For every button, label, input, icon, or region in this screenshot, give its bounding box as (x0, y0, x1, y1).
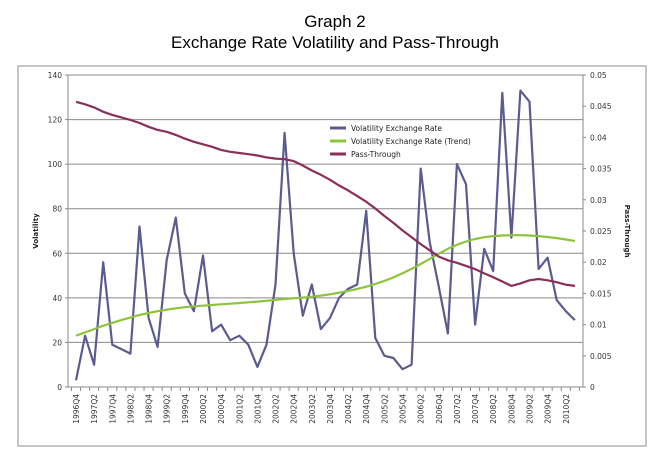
y-tick-label: 120 (48, 116, 63, 125)
grid-lines (68, 74, 583, 343)
x-tick-label: 1997Q4 (108, 394, 117, 424)
x-tick-label: 2006Q4 (435, 394, 444, 424)
x-tick-label: 2002Q2 (272, 394, 281, 424)
y-tick-label: 140 (48, 71, 63, 80)
x-tick-label: 2005Q4 (399, 394, 408, 424)
y2-tick-label: 0.045 (590, 102, 612, 111)
x-tick-label: 2010Q2 (562, 394, 571, 424)
legend: Volatility Exchange Rate Volatility Excha… (330, 124, 471, 159)
x-tick-label: 1998Q2 (126, 394, 135, 424)
x-tick-label: 2009Q2 (526, 394, 535, 424)
x-tick-label: 2000Q2 (199, 394, 208, 424)
y-tick-label: 100 (48, 160, 63, 169)
x-tick-label: 2002Q4 (290, 394, 299, 424)
chart-title: Graph 2 (304, 12, 366, 31)
y2-tick-label: 0.02 (590, 258, 607, 267)
x-tick-label: 2008Q2 (489, 394, 498, 424)
x-tick-label: 2007Q2 (453, 394, 462, 424)
legend-label: Pass-Through (351, 150, 401, 159)
x-tick-label: 1999Q4 (181, 394, 190, 424)
series-line-2 (75, 234, 576, 337)
y-tick-label: 0 (57, 383, 62, 392)
y-axis-label: Volatility (32, 213, 40, 249)
series-line-3 (75, 100, 576, 287)
y2-tick-label: 0.015 (590, 289, 612, 298)
y2-tick-label: 0.01 (590, 321, 607, 330)
x-tick-label: 2007Q4 (471, 394, 480, 424)
y2-tick-label: 0.035 (590, 165, 612, 174)
x-tick-label: 2001Q2 (235, 394, 244, 424)
x-tick-label: 2003Q4 (326, 394, 335, 424)
x-tick-label: 1998Q4 (145, 394, 154, 424)
y2-tick-label: 0.03 (590, 196, 607, 205)
x-tick-label: 2009Q4 (544, 394, 553, 424)
chart-subtitle: Exchange Rate Volatility and Pass-Throug… (171, 33, 499, 52)
y2-tick-label: 0.025 (590, 227, 612, 236)
y-tick-label: 60 (52, 249, 62, 258)
y2-tick-label: 0 (590, 383, 595, 392)
x-tick-label: 2005Q2 (380, 394, 389, 424)
x-axis-ticks: 1996Q4 1997Q2 1997Q4 1998Q2 1998Q4 1999Q2 1999… (70, 387, 580, 424)
y2-tick-label: 0.04 (590, 133, 607, 142)
x-tick-label: 1999Q2 (163, 394, 172, 424)
chart-frame (17, 65, 647, 447)
series-lines (74, 89, 576, 381)
x-tick-label: 1996Q4 (72, 394, 81, 424)
y-tick-label: 80 (52, 205, 62, 214)
legend-label: Volatility Exchange Rate (351, 124, 442, 133)
x-tick-label: 2000Q4 (217, 394, 226, 424)
y-tick-label: 40 (52, 294, 62, 303)
y-tick-label: 20 (52, 338, 62, 347)
axes (67, 75, 584, 388)
x-tick-label: 2006Q2 (417, 394, 426, 424)
series-line-1 (74, 89, 576, 381)
y-axis-ticks: 0 20 40 60 80 100 120 140 (48, 71, 68, 392)
x-tick-label: 2004Q2 (344, 394, 353, 424)
legend-label: Volatility Exchange Rate (Trend) (351, 137, 471, 146)
y2-axis-ticks: 0 0.005 0.01 0.015 0.02 0.025 0.03 0.035 0.04 0.0… (583, 71, 612, 392)
x-tick-label: 2004Q4 (362, 394, 371, 424)
x-tick-label: 1997Q2 (90, 394, 99, 424)
x-tick-label: 2008Q4 (507, 394, 516, 424)
x-tick-label: 2003Q2 (308, 394, 317, 424)
x-tick-label: 2001Q4 (253, 394, 262, 424)
y2-tick-label: 0.005 (590, 352, 612, 361)
y2-axis-label: Pass-Through (623, 205, 631, 258)
y2-tick-label: 0.05 (590, 71, 607, 80)
